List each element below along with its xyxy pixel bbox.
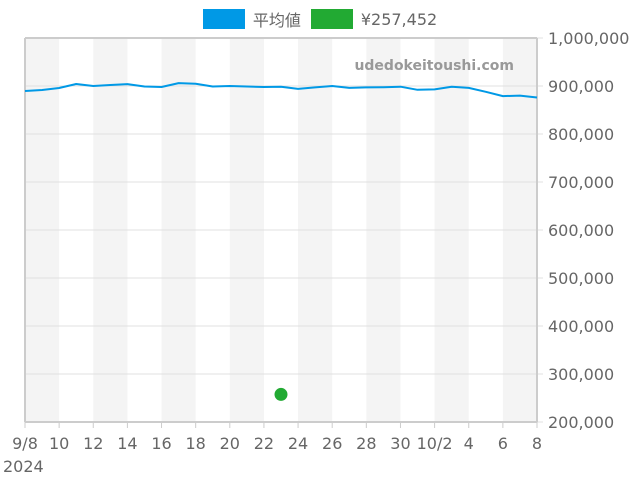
legend-item-price[interactable]: ¥257,452 — [310, 9, 438, 29]
x-tick-label: 6 — [498, 434, 508, 453]
watermark: udedokeitoushi.com — [354, 58, 514, 74]
legend-label-price: ¥257,452 — [360, 9, 438, 29]
y-tick-label: 600,000 — [548, 221, 614, 240]
x-tick-label: 16 — [151, 434, 171, 453]
x-tick-label: 12 — [83, 434, 103, 453]
x-tick-label: 28 — [356, 434, 376, 453]
x-tick-label: 20 — [220, 434, 240, 453]
x-tick-label: 4 — [464, 434, 474, 453]
legend-label-average: 平均値 — [252, 11, 301, 30]
legend-item-average[interactable]: 平均値 — [202, 7, 301, 31]
x-tick-label: 10 — [49, 434, 69, 453]
y-tick-label: 300,000 — [548, 365, 614, 384]
y-tick-label: 1,000,000 — [548, 29, 629, 48]
y-tick-label: 800,000 — [548, 125, 614, 144]
x-tick-label: 24 — [288, 434, 308, 453]
legend-swatch-average — [202, 9, 245, 29]
y-tick-label: 200,000 — [548, 413, 614, 432]
x-tick-label: 18 — [185, 434, 205, 453]
chart-legend: 平均値 ¥257,452 — [0, 7, 640, 31]
average-price-line — [24, 82, 538, 99]
x-tick-label: 30 — [390, 434, 410, 453]
legend-swatch-price — [310, 9, 353, 29]
x-tick-label: 8 — [532, 434, 542, 453]
y-tick-label: 400,000 — [548, 317, 614, 336]
price-point-marker[interactable] — [274, 387, 288, 401]
x-tick-label: 26 — [322, 434, 342, 453]
x-tick-label: 9/8 — [12, 434, 38, 453]
y-tick-label: 500,000 — [548, 269, 614, 288]
y-tick-label: 900,000 — [548, 77, 614, 96]
x-tick-label: 10/2 — [417, 434, 453, 453]
y-tick-label: 700,000 — [548, 173, 614, 192]
x-tick-label: 14 — [117, 434, 137, 453]
x-tick-label: 22 — [254, 434, 274, 453]
x-year-label: 2024 — [3, 457, 44, 476]
